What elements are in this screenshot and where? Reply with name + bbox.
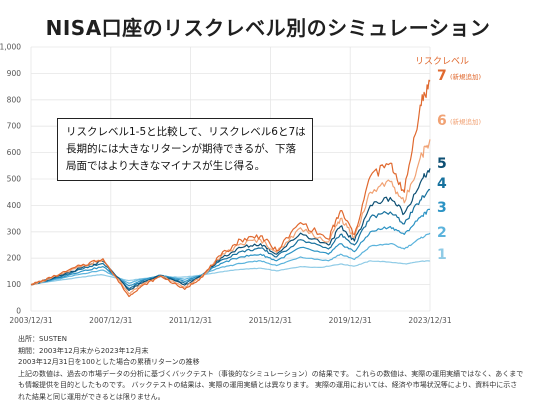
annotation-line: 長期的には大きなリターンが期待できるが、下落 (66, 143, 297, 155)
x-tick-label: 2023/12/31 (408, 316, 451, 325)
x-tick-label: 2007/12/31 (89, 316, 132, 325)
chart-axes: 0 100 200 300 400 500 600 700 800 900 1,000 2003/12… (0, 43, 452, 326)
y-tick-label: 700 (7, 122, 22, 131)
series-line-3 (30, 208, 431, 287)
y-tick-label: 800 (7, 95, 22, 104)
y-tick-label: 0 (16, 307, 21, 316)
y-tick-label: 100 (7, 280, 22, 289)
x-tick-label: 2019/12/31 (329, 316, 372, 325)
series-line-7 (30, 79, 431, 298)
footnote-source: 出所：SUSTEN (18, 335, 67, 343)
series-label-7: 7 (437, 68, 447, 84)
chart-series-lines (30, 79, 431, 298)
footnote-basis: 2003年12月31日を100とした場合の累積リターンの推移 (18, 358, 200, 366)
footnotes: 出所：SUSTEN 期間：2003年12月末から2023年12月末 2003年1… (18, 334, 524, 403)
series-label-5: 5 (437, 156, 447, 172)
series-label-3: 3 (437, 200, 447, 216)
annotation-line: リスクレベル1-5と比較して、リスクレベル6と7は (66, 126, 306, 138)
y-tick-label: 600 (7, 148, 22, 157)
footnote-period: 期間：2003年12月末から2023年12月末 (18, 346, 149, 355)
series-label-1: 1 (437, 247, 447, 263)
y-tick-label: 200 (7, 254, 22, 263)
y-tick-label: 900 (7, 69, 22, 78)
series-line-4 (30, 188, 431, 290)
series-label-6: 6 (437, 113, 447, 129)
legend-title: リスクレベル (415, 56, 469, 67)
footnote-disclaimer: 上記の数値は、過去の市場データの分析に基づくバックテスト（事後的なシミュレーショ… (18, 369, 524, 401)
y-tick-label: 300 (7, 227, 22, 236)
y-tick-label: 400 (7, 201, 22, 210)
x-tick-label: 2015/12/31 (249, 316, 292, 325)
x-tick-label: 2003/12/31 (9, 316, 52, 325)
series-label-4: 4 (437, 176, 447, 192)
series-line-1 (30, 260, 431, 286)
x-tick-label: 2011/12/31 (169, 316, 212, 325)
y-tick-label: 1,000 (0, 43, 21, 52)
annotation-callout: リスクレベル1-5と比較して、リスクレベル6と7は 長期的には大きなリターンが期… (57, 118, 313, 181)
series-label-2: 2 (437, 225, 447, 241)
series-note-6: (新規追加) (450, 117, 481, 126)
series-note-7: (新規追加) (450, 72, 481, 81)
annotation-line: 局面ではより大きなマイナスが生じ得る。 (66, 160, 266, 172)
page-title: NISA口座のリスクレベル別のシミュレーション (45, 16, 491, 40)
y-tick-label: 500 (7, 175, 22, 184)
